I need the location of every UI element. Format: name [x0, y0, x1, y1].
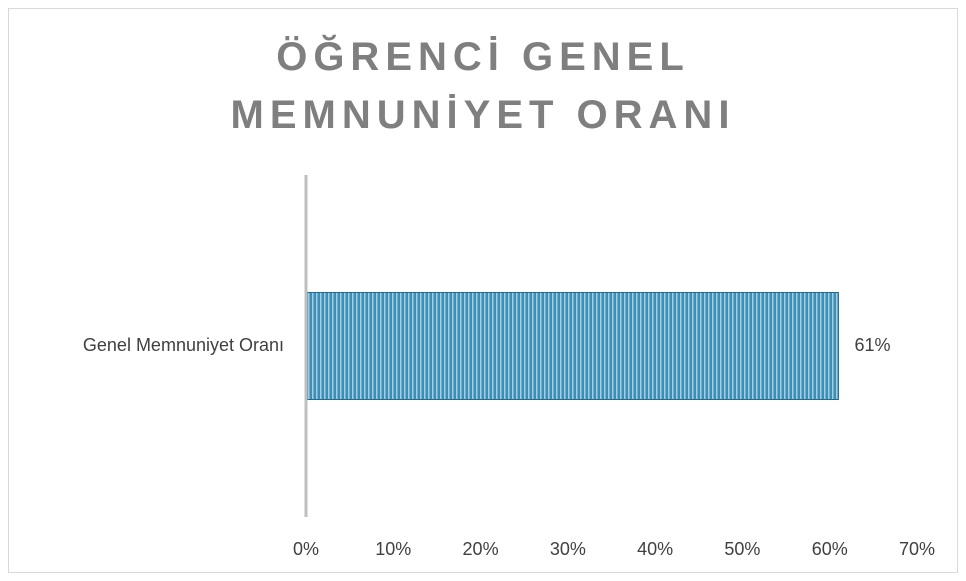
chart-title: ÖĞRENCİ GENEL MEMNUNİYET ORANI [230, 35, 736, 137]
bar [305, 292, 839, 400]
x-tick-label: 60% [812, 539, 848, 559]
x-tick-label: 10% [375, 539, 411, 559]
y-tick-label: Genel Memnuniyet Oranı [83, 335, 284, 355]
value-label: 61% [854, 335, 890, 355]
x-tick-label: 70% [899, 539, 935, 559]
x-tick-label: 30% [550, 539, 586, 559]
x-tick-label: 0% [293, 539, 319, 559]
x-tick-label: 50% [724, 539, 760, 559]
x-tick-label: 40% [637, 539, 673, 559]
x-tick-label: 20% [463, 539, 499, 559]
chart-border [8, 8, 958, 573]
